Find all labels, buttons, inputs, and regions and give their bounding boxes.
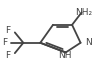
Text: NH: NH [58,51,72,60]
Text: N: N [85,38,92,47]
Text: F: F [2,38,7,47]
Text: F: F [6,26,11,35]
Text: F: F [6,51,11,60]
Text: NH₂: NH₂ [75,8,92,17]
